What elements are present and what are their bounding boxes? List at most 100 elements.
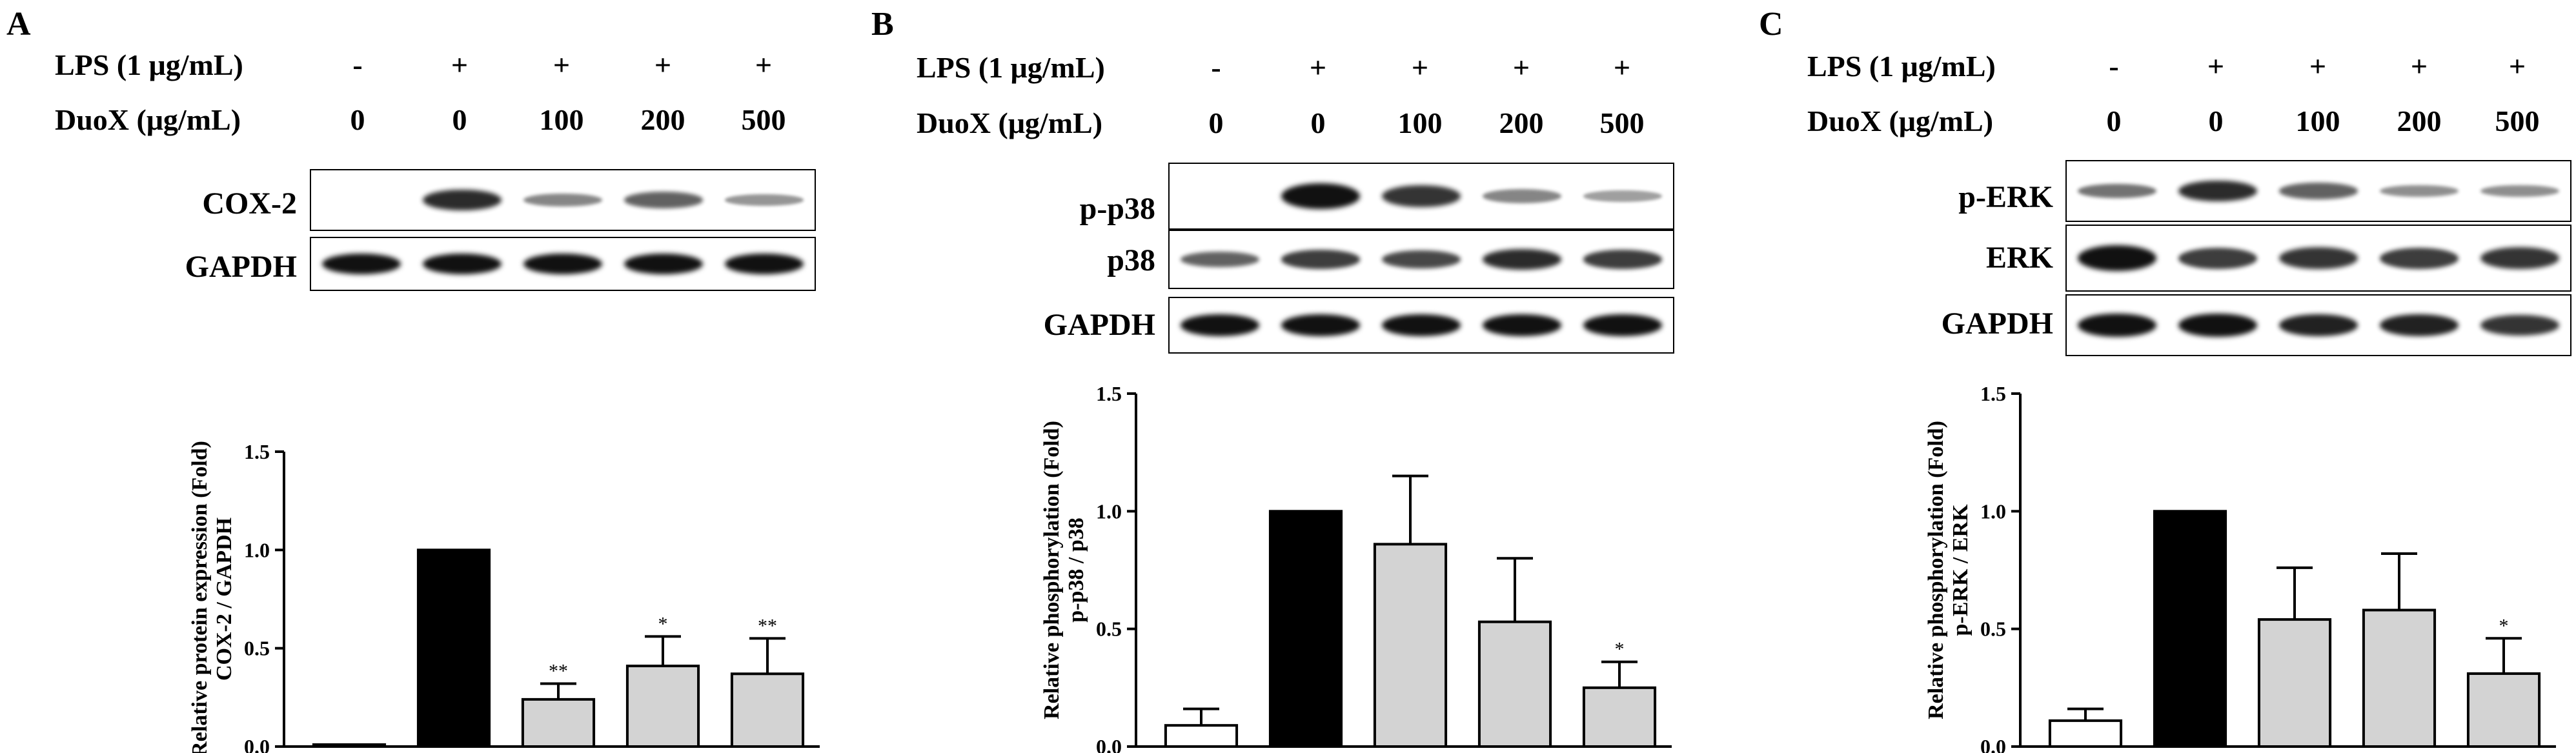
bar bbox=[2362, 608, 2437, 748]
lps-lane-5: + bbox=[1613, 51, 1631, 84]
blot-band bbox=[2279, 183, 2358, 199]
duox-lane-4: 200 bbox=[1499, 106, 1544, 139]
blot-band bbox=[2480, 185, 2559, 197]
bar-chart-cox2: 0.0 0.5 1.0 1.5 Relative protein expression … bbox=[188, 440, 820, 753]
blot-band bbox=[1382, 314, 1461, 336]
blot-band bbox=[624, 254, 703, 274]
y-tick-label: 1.0 bbox=[244, 538, 270, 561]
bar-chart-erk: 0.0 0.5 1.0 1.5 Relative phosphorylation (Fo… bbox=[1924, 382, 2556, 753]
blot-p38 bbox=[1168, 230, 1674, 289]
blot-band bbox=[2178, 313, 2257, 337]
y-axis-label-ratio: p-p38 / p38 bbox=[1064, 517, 1088, 623]
duox-row-label: DuoX (μg/mL) bbox=[55, 103, 241, 136]
significance-marker: * bbox=[2499, 615, 2509, 636]
blot-band bbox=[2279, 314, 2358, 337]
lps-lane-1: - bbox=[2109, 50, 2119, 83]
bar bbox=[2466, 672, 2541, 748]
duox-lane-4: 200 bbox=[640, 103, 685, 136]
blot-band bbox=[1483, 189, 1561, 203]
duox-lane-1: 0 bbox=[2106, 105, 2122, 137]
duox-row-label: DuoX (μg/mL) bbox=[917, 106, 1103, 139]
bar bbox=[625, 665, 700, 748]
blot-band bbox=[2078, 313, 2156, 337]
lps-lane-3: + bbox=[2309, 50, 2327, 83]
lps-lane-2: + bbox=[1309, 51, 1327, 84]
lps-lane-3: + bbox=[1411, 51, 1429, 84]
blot-band bbox=[1181, 314, 1259, 336]
blot-band bbox=[1583, 314, 1662, 336]
y-tick-label: 0.0 bbox=[1096, 735, 1122, 753]
blot-band bbox=[2178, 247, 2257, 269]
significance-marker: * bbox=[1615, 639, 1625, 660]
lps-lane-4: + bbox=[2410, 50, 2428, 83]
blot-band bbox=[322, 254, 401, 274]
blot-p-erk bbox=[2065, 160, 2571, 222]
panel-letter: B bbox=[871, 6, 894, 43]
blot-label-erk: ERK bbox=[1985, 241, 2053, 275]
duox-lane-2: 0 bbox=[1310, 106, 1326, 139]
bar bbox=[1582, 686, 1657, 748]
significance-marker: * bbox=[658, 613, 668, 634]
blot-label-gapdh: GAPDH bbox=[1043, 308, 1155, 342]
blot-band bbox=[2380, 185, 2459, 197]
blot-band bbox=[523, 193, 602, 207]
lps-lane-1: - bbox=[1211, 51, 1221, 84]
bar bbox=[312, 743, 387, 748]
significance-marker: ### bbox=[440, 554, 469, 575]
blot-band bbox=[2480, 315, 2559, 336]
y-tick-label: 1.5 bbox=[244, 440, 270, 463]
blot-band bbox=[1583, 190, 1662, 202]
blot-band bbox=[523, 254, 602, 274]
lps-lane-2: + bbox=[2207, 50, 2225, 83]
y-tick-label: 0.0 bbox=[244, 735, 270, 753]
duox-lane-5: 500 bbox=[741, 103, 786, 136]
y-axis-label-ratio: p-ERK / ERK bbox=[1949, 504, 1973, 636]
significance-marker: ** bbox=[758, 615, 777, 636]
bar bbox=[521, 698, 596, 748]
lps-row-label: LPS (1 μg/mL) bbox=[1807, 50, 1996, 83]
blot-band bbox=[2380, 247, 2459, 269]
significance-marker: # bbox=[2186, 515, 2195, 536]
y-tick-label: 1.5 bbox=[1096, 382, 1122, 405]
blot-band bbox=[1382, 185, 1461, 208]
y-axis-label: Relative phosphorylation (Fold) bbox=[1924, 421, 1948, 719]
bar bbox=[2048, 719, 2123, 748]
lps-lane-1: - bbox=[352, 48, 363, 81]
blot-label-p-erk: p-ERK bbox=[1958, 180, 2053, 214]
y-tick-label: 0.5 bbox=[1096, 617, 1122, 641]
lps-lane-2: + bbox=[451, 48, 469, 81]
y-axis-label-ratio: COX-2 / GAPDH bbox=[212, 517, 236, 681]
blot-erk bbox=[2065, 225, 2571, 292]
bar bbox=[1268, 510, 1343, 748]
duox-lane-1: 0 bbox=[350, 103, 365, 136]
bar bbox=[416, 548, 491, 748]
bar bbox=[2257, 618, 2332, 748]
panel-c: C LPS (1 μg/mL) - + + + + DuoX (μg/mL) 0… bbox=[1717, 0, 2576, 753]
blot-gapdh bbox=[310, 237, 816, 291]
blot-band bbox=[725, 254, 804, 274]
y-tick-label: 1.0 bbox=[1980, 499, 2006, 523]
blot-label-gapdh: GAPDH bbox=[185, 250, 297, 284]
blot-band bbox=[2279, 246, 2358, 270]
blot-band bbox=[2480, 246, 2559, 270]
lps-lane-4: + bbox=[1512, 51, 1530, 84]
duox-row-label: DuoX (μg/mL) bbox=[1807, 105, 1994, 137]
y-axis-label: Relative protein expression (Fold) bbox=[188, 441, 212, 753]
bar bbox=[1477, 620, 1552, 748]
bar bbox=[1164, 724, 1239, 748]
y-axis-label: Relative phosphorylation (Fold) bbox=[1040, 421, 1064, 719]
blot-band bbox=[2078, 245, 2156, 271]
lps-row-label: LPS (1 μg/mL) bbox=[917, 51, 1105, 84]
blot-band bbox=[2078, 183, 2156, 199]
panel-letter: A bbox=[6, 6, 31, 43]
duox-lane-4: 200 bbox=[2397, 105, 2442, 137]
duox-lane-5: 500 bbox=[2495, 105, 2540, 137]
blot-band bbox=[1281, 183, 1360, 209]
blot-band bbox=[1583, 250, 1662, 269]
lps-lane-3: + bbox=[553, 48, 571, 81]
panel-a: A LPS (1 μg/mL) - + + + + DuoX (μg/mL) 0… bbox=[0, 0, 858, 753]
blot-band bbox=[1382, 250, 1461, 268]
blot-band bbox=[1181, 251, 1259, 268]
blot-gapdh bbox=[1168, 297, 1674, 354]
blot-band bbox=[2178, 180, 2257, 202]
